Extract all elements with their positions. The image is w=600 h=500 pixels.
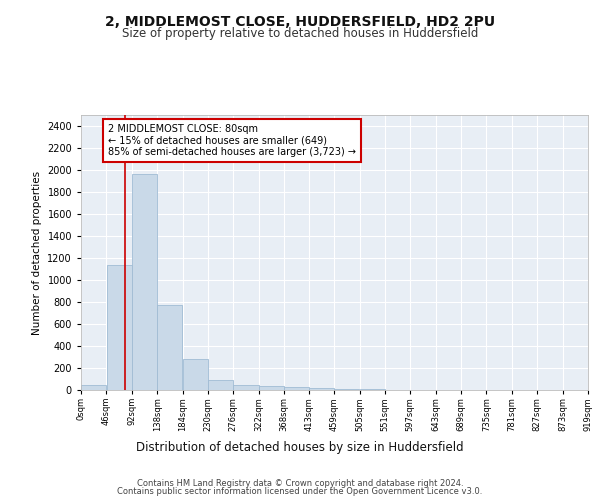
Text: 2 MIDDLEMOST CLOSE: 80sqm
← 15% of detached houses are smaller (649)
85% of semi: 2 MIDDLEMOST CLOSE: 80sqm ← 15% of detac… [108, 124, 356, 157]
Bar [208, 380, 233, 390]
Bar [309, 388, 334, 390]
Bar [334, 389, 359, 390]
Bar [284, 386, 309, 390]
Text: Size of property relative to detached houses in Huddersfield: Size of property relative to detached ho… [122, 28, 478, 40]
Bar [107, 264, 131, 390]
Bar [132, 174, 157, 390]
Bar [182, 359, 208, 390]
Text: Contains HM Land Registry data © Crown copyright and database right 2024.: Contains HM Land Registry data © Crown c… [137, 478, 463, 488]
Text: Contains public sector information licensed under the Open Government Licence v3: Contains public sector information licen… [118, 487, 482, 496]
Bar [81, 384, 106, 390]
Bar [233, 384, 259, 390]
Text: Distribution of detached houses by size in Huddersfield: Distribution of detached houses by size … [136, 441, 464, 454]
Bar [259, 386, 284, 390]
Y-axis label: Number of detached properties: Number of detached properties [32, 170, 41, 334]
Text: 2, MIDDLEMOST CLOSE, HUDDERSFIELD, HD2 2PU: 2, MIDDLEMOST CLOSE, HUDDERSFIELD, HD2 2… [105, 15, 495, 29]
Bar [157, 306, 182, 390]
